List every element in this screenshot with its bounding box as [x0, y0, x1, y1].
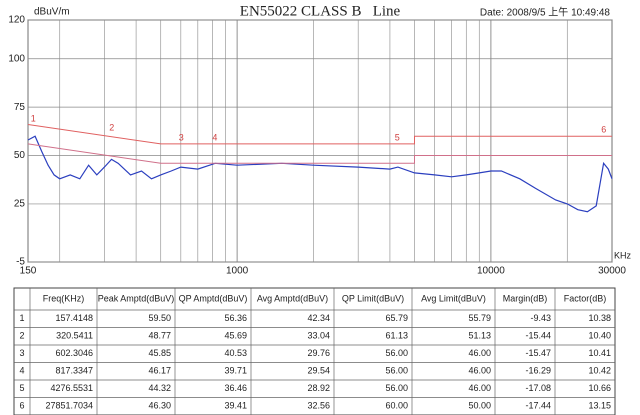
marker-label: 1: [31, 113, 36, 123]
table-cell: 46.00: [468, 366, 491, 376]
table-cell: -15.47: [525, 348, 551, 358]
table-cell: 157.4148: [55, 313, 93, 323]
table-cell: 602.3046: [55, 348, 93, 358]
table-cell: 42.34: [307, 313, 330, 323]
table-cell: 10.66: [588, 383, 611, 393]
table-cell: 29.54: [307, 366, 330, 376]
table-cell: -16.29: [525, 366, 551, 376]
table-cell: 60.00: [385, 401, 408, 411]
table-cell: 4276.5531: [50, 383, 93, 393]
row-index: 2: [19, 331, 24, 341]
header-cell: Freq(KHz): [43, 293, 85, 303]
y-tick-label: 75: [14, 102, 26, 113]
table-cell: 817.3347: [55, 366, 93, 376]
table-cell: 33.04: [307, 331, 330, 341]
y-tick-label: 120: [8, 15, 25, 26]
table-cell: 56.36: [224, 313, 247, 323]
table-cell: 50.00: [468, 401, 491, 411]
table-cell: 55.79: [468, 313, 491, 323]
header-cell: Factor(dB): [564, 293, 607, 303]
table-cell: 56.00: [385, 383, 408, 393]
table-cell: 59.50: [148, 313, 171, 323]
table-cell: 32.56: [307, 401, 330, 411]
table-cell: 56.00: [385, 366, 408, 376]
header-cell: Margin(dB): [503, 293, 548, 303]
marker-label: 4: [212, 132, 217, 142]
table-cell: 13.15: [588, 401, 611, 411]
table-cell: 51.13: [468, 331, 491, 341]
series-line: [27, 143, 612, 164]
row-index: 6: [19, 401, 24, 411]
table-cell: 46.30: [148, 401, 171, 411]
header-cell: QP Limit(dBuV): [342, 293, 404, 303]
table-cell: -9.43: [530, 313, 551, 323]
table-cell: 28.92: [307, 383, 330, 393]
table-frame: [13, 287, 616, 415]
table-cell: 27851.7034: [45, 401, 93, 411]
table-cell: 10.42: [588, 366, 611, 376]
plot-area: [27, 19, 613, 263]
table-cell: -15.44: [525, 331, 551, 341]
table-cell: 39.71: [224, 366, 247, 376]
table-cell: 10.41: [588, 348, 611, 358]
table-cell: 36.46: [224, 383, 247, 393]
table-cell: 56.00: [385, 348, 408, 358]
x-tick-label: 30000: [598, 266, 626, 277]
chart-title: EN55022 CLASS B Line: [240, 3, 401, 19]
y-tick-label: -5: [16, 257, 25, 268]
y-axis-label: dBuV/m: [34, 7, 70, 18]
table-cell: 65.79: [385, 313, 408, 323]
table-cell: 61.13: [385, 331, 408, 341]
table-cell: -17.44: [525, 401, 551, 411]
header-cell: Peak Amptd(dBuV): [98, 293, 175, 303]
date: Date: 2008/9/5 上午 10:49:48: [480, 6, 611, 19]
table-cell: -17.08: [525, 383, 551, 393]
row-index: 3: [19, 348, 24, 358]
table-cell: 45.69: [224, 331, 247, 341]
marker-label: 6: [601, 125, 606, 135]
table-cell: 39.41: [224, 401, 247, 411]
x-tick-label: 1000: [226, 266, 249, 277]
table-cell: 320.5411: [56, 331, 93, 341]
row-index: 4: [19, 366, 24, 376]
marker-label: 3: [179, 132, 184, 142]
x-tick-label: 10000: [477, 266, 505, 277]
table-cell: 10.40: [588, 331, 611, 341]
y-tick-label: 100: [8, 53, 25, 64]
table-cell: 10.38: [588, 313, 611, 323]
x-axis-label: KHz: [614, 250, 632, 260]
x-tick-label: 150: [20, 266, 37, 277]
header-cell: QP Amptd(dBuV): [179, 293, 248, 303]
table-cell: 40.53: [224, 348, 247, 358]
header-cell: Avg Limit(dBuV): [421, 293, 486, 303]
table-cell: 46.00: [468, 348, 491, 358]
table-cell: 45.85: [148, 348, 171, 358]
marker-label: 5: [395, 132, 400, 142]
y-tick-label: 50: [14, 150, 26, 161]
table-cell: 46.17: [148, 366, 171, 376]
series-line: [27, 135, 613, 213]
series-line: [27, 124, 612, 145]
header-cell: Avg Amptd(dBuV): [257, 293, 328, 303]
y-tick-label: 25: [14, 199, 26, 210]
data-table: 1 2 3 4 5 6 Freq(KHz) 157.4148 320.5411 602.3046 8…: [13, 287, 616, 415]
table-cell: 44.32: [148, 383, 171, 393]
row-index: 5: [19, 383, 24, 393]
table-cell: 48.77: [148, 331, 171, 341]
table-cell: 29.76: [307, 348, 330, 358]
marker-label: 2: [109, 122, 114, 132]
row-index: 1: [19, 313, 24, 323]
table-cell: 46.00: [468, 383, 491, 393]
